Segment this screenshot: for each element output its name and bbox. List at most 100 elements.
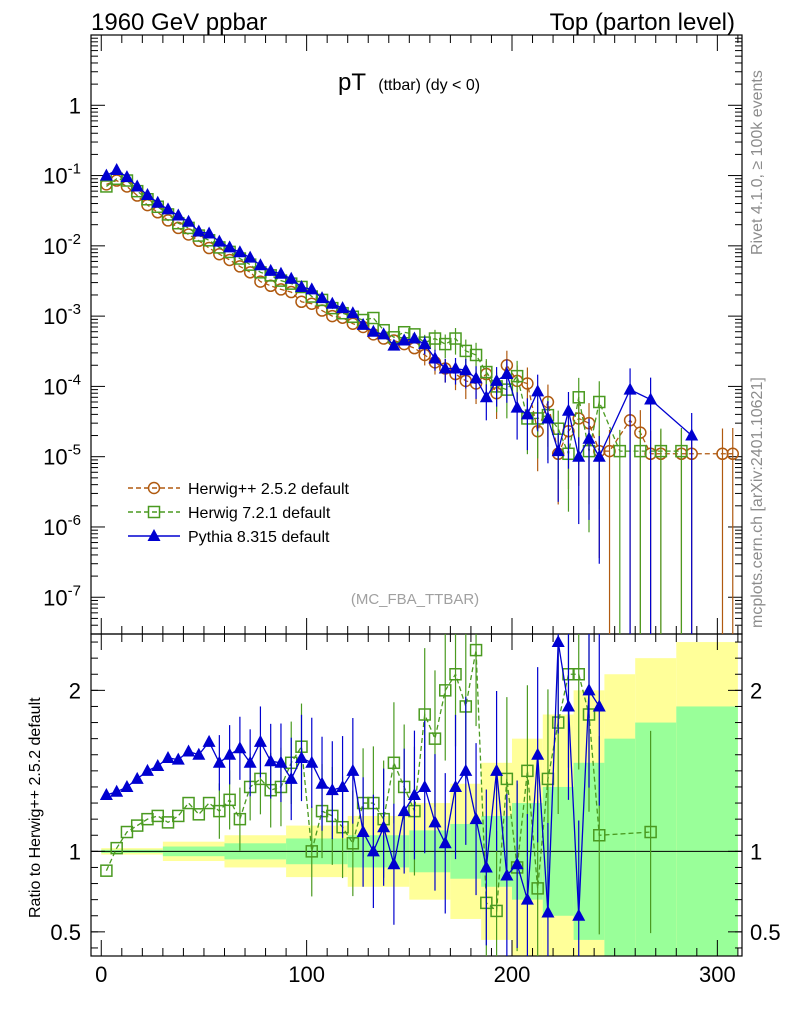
point-triangle: [366, 324, 380, 337]
ratio-point-square: [100, 864, 113, 877]
ratio-point-triangle: [387, 857, 401, 870]
ratio-point-triangle: [130, 771, 144, 784]
point-triangle: [500, 367, 514, 380]
legend-marker-circle: [147, 481, 161, 495]
ratio-point-triangle: [336, 779, 350, 792]
y-tick-exponent: -6: [68, 512, 81, 529]
y-tick-exponent: -5: [68, 442, 81, 459]
point-triangle: [151, 195, 165, 208]
ratio-point-triangle: [459, 763, 473, 776]
ratio-point-triangle: [531, 747, 545, 760]
ratio-y-tick-label: 1: [69, 839, 81, 864]
point-triangle: [469, 371, 483, 384]
y-tick-exponent: -4: [68, 371, 81, 388]
point-triangle: [325, 296, 339, 309]
point-triangle: [377, 327, 391, 340]
x-tick-label: 0: [95, 962, 107, 987]
ratio-point-square: [172, 809, 185, 823]
point-triangle: [582, 431, 596, 444]
ratio-point-square: [161, 816, 175, 829]
rivet-label: Rivet 4.1.0, ≥ 100k events: [749, 70, 766, 255]
ratio-point-square: [387, 756, 401, 770]
point-triangle: [644, 392, 658, 405]
point-triangle: [264, 263, 278, 276]
legend-label: Herwig 7.2.1 default: [188, 505, 331, 522]
series-line-circle: [106, 179, 733, 456]
y-tick-label: 10-5: [43, 442, 81, 470]
ratio-point-triangle: [418, 779, 432, 792]
legend-label: Pythia 8.315 default: [188, 529, 330, 546]
legend-label: Herwig++ 2.5.2 default: [188, 481, 350, 498]
ratio-point-triangle: [438, 836, 452, 849]
ratio-point-triangle: [520, 892, 534, 905]
x-tick-label: 300: [699, 962, 736, 987]
ratio-point-square: [418, 708, 431, 721]
plot-title-sub: (ttbar) (dy < 0): [378, 77, 480, 94]
ratio-point-square: [213, 804, 226, 818]
ratio-point-triangle: [397, 804, 411, 817]
ratio-point-square: [130, 819, 144, 832]
ratio-point-square: [439, 684, 452, 697]
ratio-point-square: [233, 812, 247, 826]
ratio-point-triangle: [469, 812, 483, 825]
point-triangle: [438, 361, 452, 374]
point-triangle: [294, 279, 308, 292]
y-tick-label: 10-4: [43, 371, 81, 399]
point-triangle: [99, 168, 113, 181]
ratio-point-triangle: [592, 699, 606, 712]
ratio-point-triangle: [243, 755, 257, 768]
point-triangle: [407, 331, 421, 344]
point-triangle: [346, 306, 360, 319]
ratio-y-tick-label: 1: [750, 839, 762, 864]
ratio-point-triangle: [161, 750, 175, 763]
ratio-point-triangle: [202, 734, 216, 747]
ratio-point-square: [531, 882, 544, 895]
ratio-point-square: [428, 732, 442, 745]
ratio-point-triangle: [490, 763, 504, 776]
point-triangle: [561, 403, 575, 416]
ratio-point-square: [202, 796, 216, 810]
ratio-y-tick-label: 0.5: [750, 920, 781, 945]
ratio-point-triangle: [551, 635, 565, 648]
ratio-point-square: [572, 668, 585, 681]
ratio-point-triangle: [510, 857, 524, 870]
ratio-point-triangle: [325, 783, 339, 796]
ratio-point-triangle: [500, 868, 514, 881]
ratio-point-square: [110, 841, 123, 855]
point-square: [100, 180, 113, 193]
point-triangle: [305, 282, 319, 295]
ratio-point-triangle: [315, 776, 329, 789]
y-tick-label: 10-7: [43, 582, 81, 610]
ratio-point-triangle: [274, 755, 288, 768]
ratio-point-square: [593, 829, 606, 842]
ratio-point-triangle: [151, 759, 165, 772]
point-triangle: [541, 411, 555, 424]
ratio-point-triangle: [182, 744, 196, 757]
point-triangle: [243, 250, 257, 263]
ratio-point-triangle: [233, 741, 247, 754]
y-tick-exponent: -3: [68, 301, 81, 318]
point-triangle: [130, 179, 144, 192]
point-circle: [726, 447, 740, 461]
point-circle: [223, 253, 236, 267]
ratio-point-square: [151, 809, 164, 823]
header-left: 1960 GeV ppbar: [91, 9, 267, 36]
point-triangle: [387, 338, 401, 351]
point-square: [367, 311, 380, 325]
point-square: [480, 365, 493, 379]
point-square: [654, 444, 668, 458]
point-triangle: [623, 382, 637, 395]
point-triangle: [253, 258, 267, 271]
ratio-point-triangle: [253, 734, 267, 747]
ratio-point-triangle: [192, 747, 206, 760]
point-triangle: [490, 373, 504, 386]
legend-marker-square: [147, 505, 161, 519]
plot-title: pT (ttbar) (dy < 0): [338, 69, 480, 96]
point-triangle: [120, 170, 134, 183]
point-triangle: [161, 202, 175, 215]
legend-marker-triangle: [147, 529, 161, 541]
point-triangle: [428, 351, 442, 364]
ratio-point-square: [120, 825, 134, 839]
point-triangle: [418, 337, 432, 350]
